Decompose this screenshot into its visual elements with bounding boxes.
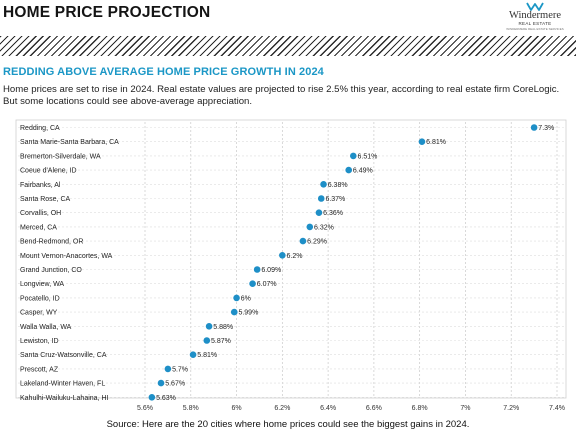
category-label: Prescott, AZ xyxy=(20,366,59,373)
data-label: 6% xyxy=(241,295,251,302)
data-label: 5.87% xyxy=(211,338,231,345)
x-tick-label: 6.4% xyxy=(320,405,336,412)
data-label: 5.99% xyxy=(238,310,258,317)
x-tick-label: 5.6% xyxy=(137,405,153,412)
data-label: 7.3% xyxy=(538,125,554,132)
data-point xyxy=(189,351,197,359)
x-tick-label: 5.8% xyxy=(183,405,199,412)
data-point xyxy=(203,337,211,344)
logo-name: Windermere xyxy=(508,10,562,21)
windermere-logo: Windermere REAL ESTATE WINDERMERE REAL E… xyxy=(500,2,570,31)
data-point xyxy=(249,280,256,288)
data-point xyxy=(530,124,538,131)
page-title: HOME PRICE PROJECTION xyxy=(3,4,211,21)
category-label: Redding, CA xyxy=(20,125,60,132)
data-point xyxy=(253,266,261,273)
category-label: Bremerton-Silverdale, WA xyxy=(20,153,101,160)
data-point xyxy=(157,379,165,387)
x-tick-label: 6.8% xyxy=(412,405,428,412)
category-label: Mount Vernon-Anacortes, WA xyxy=(20,253,113,260)
data-point xyxy=(230,308,238,316)
data-label: 6.32% xyxy=(314,224,334,231)
category-label: Bend-Redmond, OR xyxy=(20,239,83,246)
data-label: 6.81% xyxy=(426,139,446,146)
hatch-divider xyxy=(0,36,576,56)
data-label: 6.09% xyxy=(261,267,281,274)
x-tick-label: 7% xyxy=(460,405,470,412)
x-tick-label: 7.2% xyxy=(503,405,519,412)
category-label: Lewiston, ID xyxy=(20,338,59,345)
category-label: Kahulhi-Wailuku-Lahaina, HI xyxy=(20,395,109,402)
data-point xyxy=(345,166,353,174)
category-label: Casper, WY xyxy=(20,310,58,317)
data-label: 5.7% xyxy=(172,366,188,373)
category-label: Santa Marie-Santa Barbara, CA xyxy=(20,139,119,146)
category-label: Fairbanks, Al xyxy=(20,182,61,189)
intro-text: Home prices are set to rise in 2024. Rea… xyxy=(3,84,576,107)
logo-sub: REAL ESTATE xyxy=(518,21,552,26)
logo-tagline: WINDERMERE REAL ESTATE SERVICES xyxy=(506,27,564,31)
data-point xyxy=(320,181,327,188)
data-point xyxy=(315,209,323,216)
chart-subtitle: REDDING ABOVE AVERAGE HOME PRICE GROWTH … xyxy=(3,66,324,78)
data-label: 5.67% xyxy=(165,381,185,388)
data-point xyxy=(148,394,156,401)
data-label: 6.29% xyxy=(307,239,327,246)
data-label: 6.38% xyxy=(328,182,348,189)
category-label: Merced, CA xyxy=(20,224,57,231)
x-tick-label: 6% xyxy=(231,405,241,412)
intro-line-1: Home prices are set to rise in 2024. Rea… xyxy=(3,84,560,95)
x-tick-label: 6.6% xyxy=(366,405,382,412)
data-point xyxy=(164,365,172,373)
data-point xyxy=(306,223,314,231)
x-tick-label: 6.2% xyxy=(274,405,290,412)
data-point xyxy=(233,294,240,302)
category-label: Santa Cruz-Watsonville, CA xyxy=(20,352,107,359)
data-point xyxy=(418,138,426,145)
category-label: Coeue d'Alene, ID xyxy=(20,168,77,175)
data-label: 5.88% xyxy=(213,324,233,331)
data-label: 6.36% xyxy=(323,210,343,217)
category-label: Longview, WA xyxy=(20,281,64,288)
category-label: Grand Junction, CO xyxy=(20,267,82,274)
data-label: 6.07% xyxy=(257,281,277,288)
windermere-logo-icon xyxy=(526,2,544,11)
data-point xyxy=(317,195,325,202)
x-tick-label: 7.4% xyxy=(549,405,565,412)
data-label: 6.2% xyxy=(287,253,303,260)
data-point xyxy=(205,323,213,330)
data-point xyxy=(349,152,357,160)
intro-line-2: But some locations could see above-avera… xyxy=(3,95,253,107)
source-note: Source: Here are the 20 cities where hom… xyxy=(106,419,470,430)
data-label: 6.51% xyxy=(357,153,377,160)
data-label: 5.81% xyxy=(197,352,217,359)
category-label: Walla Walla, WA xyxy=(20,324,72,331)
header: HOME PRICE PROJECTION Windermere REAL ES… xyxy=(0,0,576,36)
data-label: 6.49% xyxy=(353,168,373,175)
category-label: Pocatello, ID xyxy=(20,295,60,302)
category-label: Lakeland-Winter Haven, FL xyxy=(20,381,105,388)
category-label: Santa Rose, CA xyxy=(20,196,71,203)
data-point xyxy=(279,252,286,259)
chart-frame xyxy=(15,119,567,399)
data-label: 5.63% xyxy=(156,395,176,402)
data-label: 6.37% xyxy=(325,196,345,203)
category-label: Corvallis, OH xyxy=(20,210,61,217)
data-point xyxy=(299,237,307,245)
